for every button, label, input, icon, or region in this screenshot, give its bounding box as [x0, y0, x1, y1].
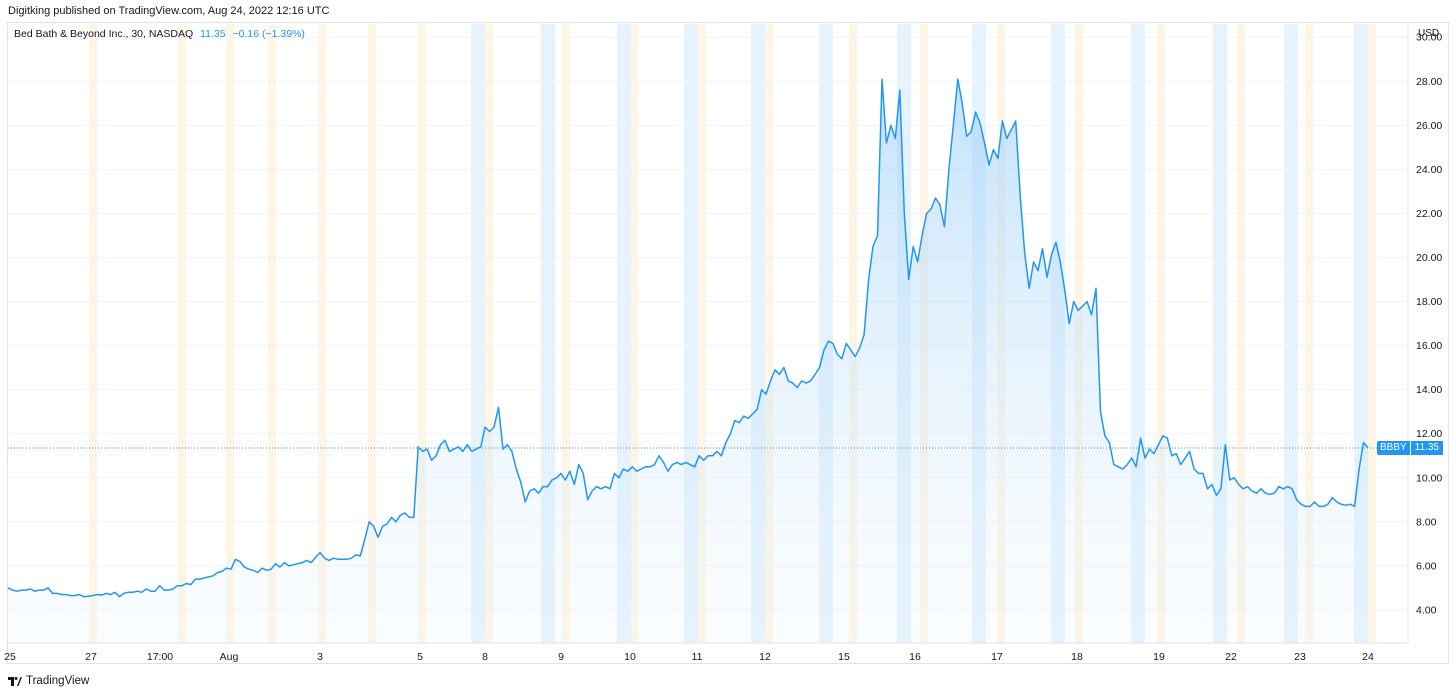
premarket-band — [698, 24, 706, 643]
x-tick-label: 5 — [417, 651, 423, 663]
premarket-band — [562, 24, 570, 643]
x-tick-label: 17:00 — [147, 651, 173, 663]
premarket-band — [226, 24, 234, 643]
x-tick-label: 19 — [1153, 651, 1165, 663]
y-tick-label: 20.00 — [1416, 252, 1442, 264]
legend-price: 11.35 — [200, 28, 226, 40]
x-tick-label: 9 — [558, 651, 564, 663]
y-tick-label: 16.00 — [1416, 340, 1442, 352]
price-area — [8, 79, 1368, 644]
chart-legend[interactable]: Bed Bath & Beyond Inc., 30, NASDAQ 11.35… — [14, 28, 305, 40]
publish-line: Digitking published on TradingView.com, … — [8, 5, 330, 17]
price-tag-symbol: BBBY — [1377, 441, 1410, 456]
premarket-band — [178, 24, 186, 643]
footer-brand: TradingView — [26, 675, 90, 687]
x-tick-label: 24 — [1362, 651, 1374, 663]
series-line — [7, 78, 1369, 598]
x-tick-label: 17 — [991, 651, 1003, 663]
x-tick-label: 16 — [909, 651, 921, 663]
area-fill — [8, 79, 1368, 644]
y-tick-label: 28.00 — [1416, 76, 1442, 88]
price-line — [7, 78, 1369, 598]
premarket-band — [1368, 24, 1376, 643]
x-tick-label: 10 — [624, 651, 636, 663]
premarket-band — [89, 24, 97, 643]
x-tick-label: 8 — [482, 651, 488, 663]
x-tick-label: 11 — [692, 651, 703, 663]
legend-change: −0.16 (−1.39%) — [232, 28, 305, 40]
tradingview-logo-icon — [8, 677, 22, 686]
last-price-tag: BBBY 11.35 — [1377, 441, 1443, 456]
premarket-band — [1237, 24, 1245, 643]
x-tick-label: 27 — [85, 651, 97, 663]
price-tag-value: 11.35 — [1410, 441, 1443, 456]
x-tick-label: 23 — [1294, 651, 1306, 663]
y-tick-label: 30.00 — [1416, 32, 1442, 44]
price-axis[interactable]: USD 4.00 6.00 8.00 10.00 12.00 14.00 16.00 18.00… — [1407, 22, 1442, 643]
footer[interactable]: TradingView — [8, 673, 89, 689]
legend-title: Bed Bath & Beyond Inc., 30, NASDAQ — [14, 28, 194, 40]
premarket-band — [1305, 24, 1313, 643]
premarket-band — [318, 24, 326, 643]
time-axis[interactable]: 25 27 17:00 Aug 3 5 8 9 10 11 12 15 16 17 18 19 22 23 24 — [4, 642, 1408, 663]
chart-frame — [7, 22, 1449, 664]
y-tick-label: 14.00 — [1416, 384, 1442, 396]
y-tick-label: 24.00 — [1416, 164, 1442, 176]
y-tick-label: 26.00 — [1416, 120, 1442, 132]
currency-label: USD — [1418, 28, 1439, 39]
premarket-band — [630, 24, 638, 643]
x-tick-label: 15 — [838, 651, 850, 663]
y-tick-label: 8.00 — [1416, 516, 1437, 528]
x-tick-label: Aug — [220, 651, 239, 663]
y-tick-label: 18.00 — [1416, 296, 1442, 308]
y-tick-label: 22.00 — [1416, 208, 1442, 220]
premarket-band — [849, 24, 857, 643]
x-tick-label: 25 — [4, 651, 16, 663]
x-tick-label: 18 — [1071, 651, 1083, 663]
premarket-band — [368, 24, 376, 643]
premarket-band — [418, 24, 426, 643]
y-tick-label: 10.00 — [1416, 472, 1442, 484]
x-tick-label: 3 — [317, 651, 323, 663]
premarket-band — [765, 24, 773, 643]
premarket-band — [268, 24, 276, 643]
x-tick-label: 12 — [759, 651, 771, 663]
top-bar: Digitking published on TradingView.com, … — [0, 0, 1456, 22]
y-tick-label: 12.00 — [1416, 428, 1442, 440]
y-tick-label: 4.00 — [1416, 604, 1437, 616]
premarket-band — [1157, 24, 1165, 643]
y-tick-label: 6.00 — [1416, 560, 1437, 572]
x-tick-label: 22 — [1225, 651, 1237, 663]
premarket-band — [485, 24, 493, 643]
